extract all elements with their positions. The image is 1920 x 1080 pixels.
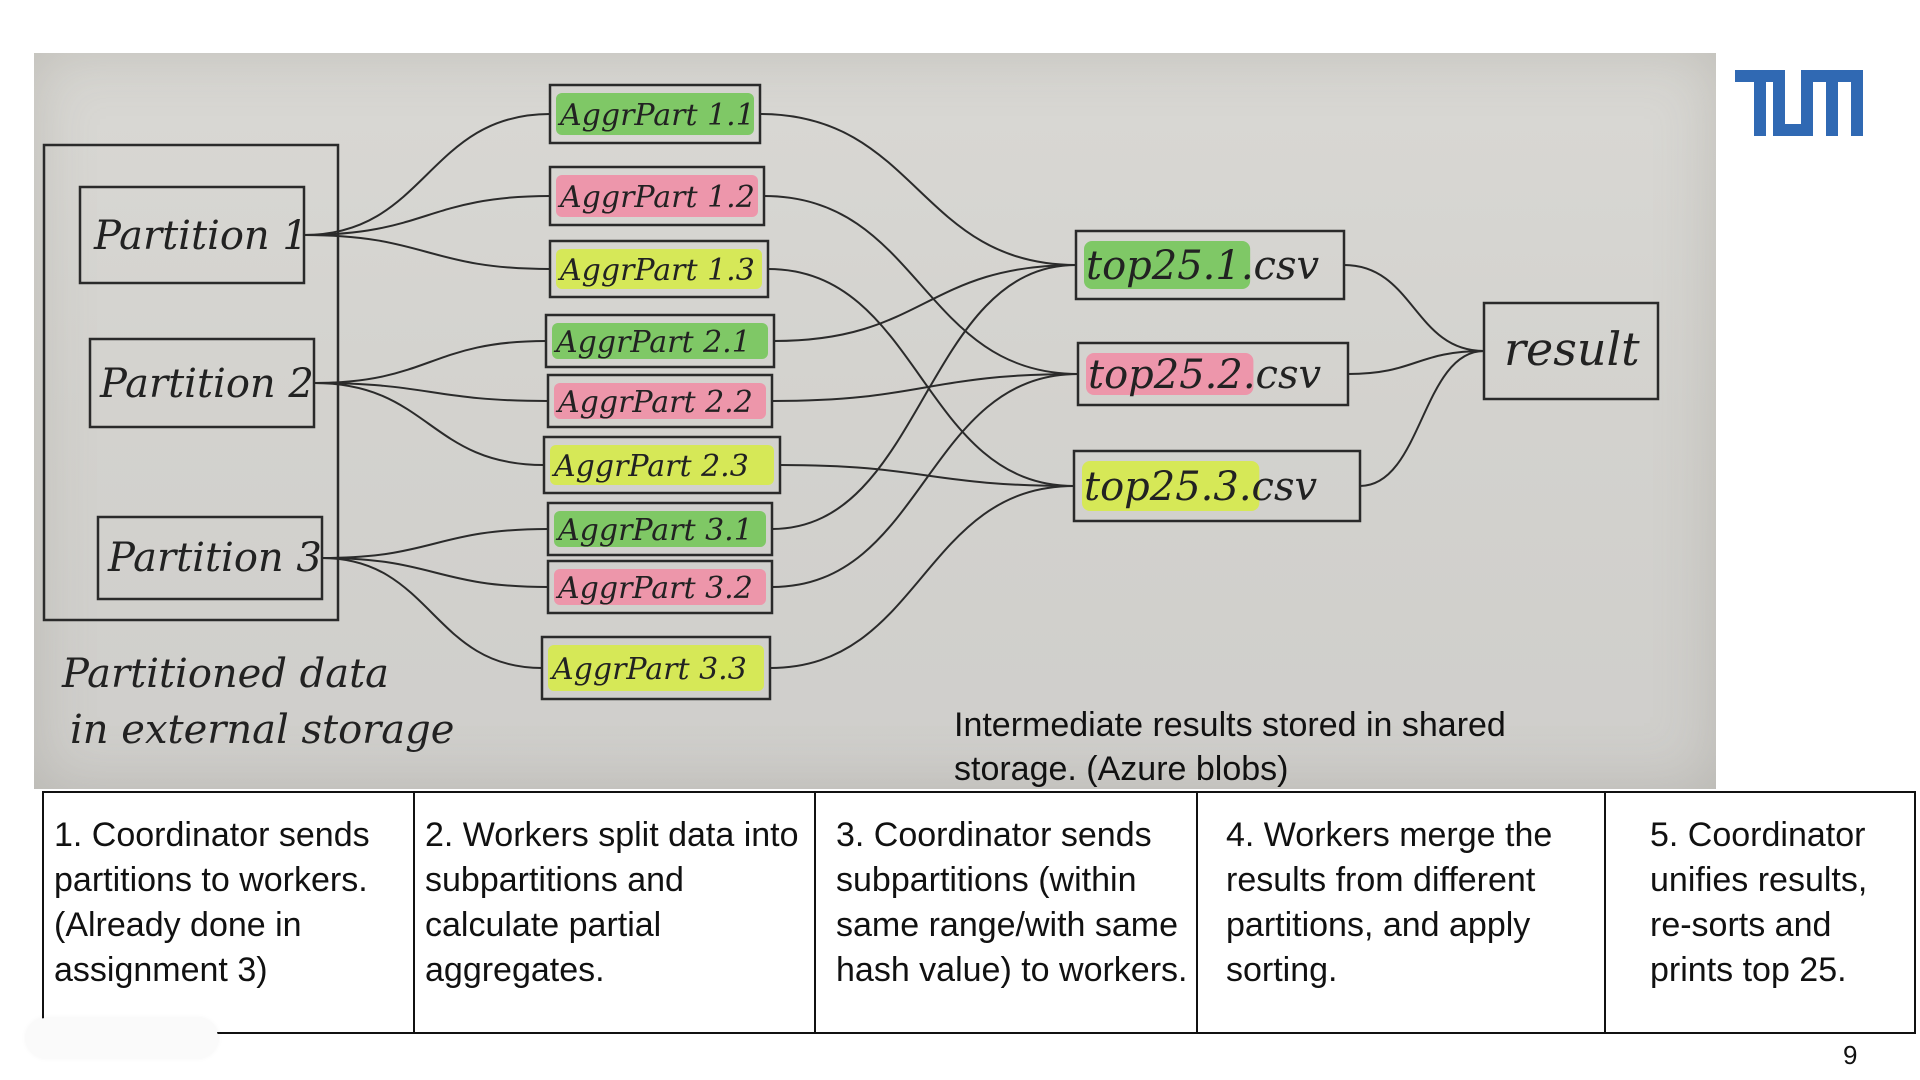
merged-file-label: top25.2.csv (1088, 352, 1321, 398)
connector-lines (303, 113, 1485, 669)
connector-line (1347, 350, 1485, 375)
external-storage-frame (42, 143, 340, 622)
merged-results: top25.1.csv top25.2.csv top25.3.csv (1072, 229, 1362, 523)
connector-line (1343, 264, 1485, 352)
connector-line (321, 528, 549, 559)
connector-line (321, 557, 549, 588)
tum-logo-shape (1735, 70, 1863, 136)
aggregate-parts: AggrPart 1.1 AggrPart 1.2 AggrPart 1.3 Aggr… (540, 83, 782, 701)
partition-label: Partition 1 (93, 213, 308, 259)
aggregate-part-label: AggrPart 2.2 (555, 385, 753, 420)
partition-label: Partition 2 (99, 361, 314, 407)
storage-label-line1: Partitioned data (61, 651, 389, 697)
step-4: 4. Workers merge the results from differ… (1198, 793, 1606, 1032)
aggregate-part-8: AggrPart 3.2 (546, 559, 774, 615)
connector-line (769, 485, 1075, 669)
step-3: 3. Coordinator sends subpartitions (with… (816, 793, 1198, 1032)
connector-line (771, 264, 1077, 530)
connector-line (779, 464, 1075, 487)
aggregate-part-3: AggrPart 1.3 (548, 239, 770, 299)
aggregate-part-6: AggrPart 2.3 (542, 435, 782, 495)
aggregate-part-label: AggrPart 3.3 (549, 652, 747, 687)
connector-line (313, 382, 549, 402)
connector-line (771, 373, 1079, 402)
merged-file-1: top25.1.csv (1074, 229, 1346, 301)
merged-file-label: top25.1.csv (1086, 243, 1319, 289)
aggregate-part-label: AggrPart 3.1 (555, 513, 753, 548)
slide-navigation-bar[interactable] (26, 1018, 218, 1058)
partition-1: Partition 1 (78, 185, 308, 285)
aggregate-part-1: AggrPart 1.1 (548, 83, 762, 145)
connector-line (767, 268, 1075, 487)
storage-label-line2: in external storage (70, 707, 454, 753)
aggregate-part-2: AggrPart 1.2 (548, 165, 766, 227)
steps-table: 1. Coordinator sends partitions to worke… (42, 791, 1916, 1034)
merged-file-3: top25.3.csv (1072, 449, 1362, 523)
diagram-photo: Partition 1 Partition 2 Partition 3 Part… (34, 53, 1716, 789)
connector-line (321, 557, 543, 669)
partition-label: Partition 3 (107, 535, 322, 581)
aggregate-part-label: AggrPart 1.1 (557, 98, 755, 133)
page-number: 9 (1843, 1040, 1858, 1070)
aggregate-part-label: AggrPart 2.1 (553, 325, 751, 360)
connector-line (763, 195, 1079, 375)
partition-2: Partition 2 (88, 337, 316, 429)
dataflow-diagram: Partition 1 Partition 2 Partition 3 Part… (42, 83, 1660, 753)
connector-line (773, 264, 1077, 342)
aggregate-part-7: AggrPart 3.1 (546, 501, 774, 557)
connector-line (303, 113, 551, 236)
connector-line (313, 340, 547, 384)
aggregate-part-label: AggrPart 3.2 (555, 571, 753, 606)
step-1: 1. Coordinator sends partitions to worke… (44, 793, 415, 1032)
connector-line (313, 382, 545, 466)
aggregate-part-label: AggrPart 1.3 (557, 253, 755, 288)
aggregate-part-5: AggrPart 2.2 (546, 373, 774, 429)
connector-line (303, 195, 551, 236)
result-label: result (1504, 322, 1640, 376)
merged-file-label: top25.3.csv (1084, 464, 1317, 510)
merged-file-2: top25.2.csv (1076, 341, 1350, 407)
connector-line (1359, 350, 1485, 487)
tum-logo-icon (1735, 70, 1863, 136)
aggregate-part-label: AggrPart 1.2 (557, 180, 755, 215)
aggregate-part-4: AggrPart 2.1 (544, 313, 776, 369)
connector-line (759, 113, 1077, 266)
step-5: 5. Coordinator unifies results, re-sorts… (1650, 816, 1868, 989)
intermediate-results-caption: Intermediate results stored in shared st… (954, 706, 1506, 788)
partition-3: Partition 3 (96, 515, 324, 601)
connector-line (303, 234, 551, 270)
step-2: 2. Workers split data into subpartitions… (415, 793, 816, 1032)
connector-line (771, 373, 1079, 588)
aggregate-part-label: AggrPart 2.3 (551, 449, 749, 484)
result-box: result (1482, 301, 1660, 401)
aggregate-part-9: AggrPart 3.3 (540, 635, 772, 701)
